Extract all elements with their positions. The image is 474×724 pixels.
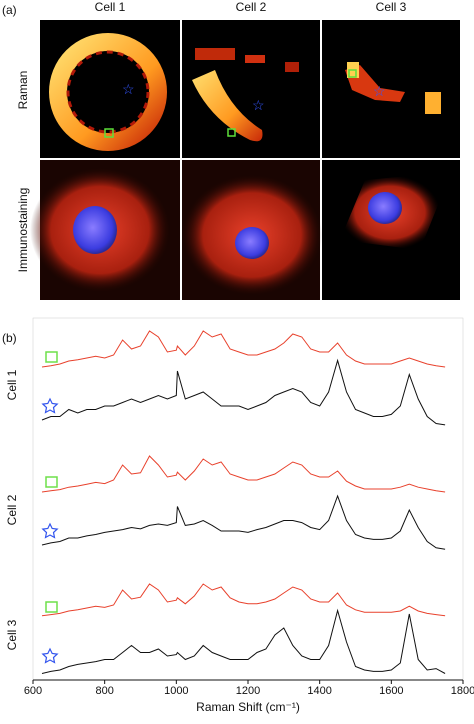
x-tick-label: 800 (95, 685, 113, 697)
marker: ☆ (252, 97, 265, 113)
star-marker (41, 397, 59, 414)
x-tick-label: 1600 (379, 685, 403, 697)
panel-label: (a) (2, 3, 17, 17)
spectrum (41, 330, 446, 368)
column-header: Cell 3 (376, 0, 407, 14)
spectrum (41, 494, 446, 550)
marker: ☆ (122, 81, 135, 97)
panel-label: (b) (2, 331, 17, 345)
star-marker (41, 522, 59, 539)
immuno-images (30, 160, 460, 300)
row-label: Raman (16, 71, 30, 110)
row-label: Cell 3 (5, 619, 19, 650)
spectrum (41, 583, 446, 617)
row-label: Cell 2 (5, 494, 19, 525)
marker: ☆ (373, 83, 386, 99)
x-tick-label: 1800 (451, 685, 474, 697)
x-tick-label: 1200 (236, 685, 260, 697)
x-axis-label: Raman Shift (cm⁻¹) (196, 700, 300, 714)
square-marker (45, 601, 58, 613)
star-marker (41, 647, 59, 664)
x-tick-label: 1000 (164, 685, 188, 697)
x-tick-label: 600 (24, 685, 42, 697)
square-marker (45, 351, 58, 363)
column-header: Cell 2 (236, 0, 267, 14)
x-tick-label: 1400 (307, 685, 331, 697)
column-header: Cell 1 (95, 0, 126, 14)
row-label: Cell 1 (5, 369, 19, 400)
raman-images: ☆ ☆ ☆ (40, 20, 460, 158)
spectrum (41, 358, 446, 426)
spectrum (41, 608, 446, 674)
square-marker (45, 476, 58, 488)
spectrum (41, 455, 446, 493)
row-label: Immunostaining (16, 188, 30, 273)
